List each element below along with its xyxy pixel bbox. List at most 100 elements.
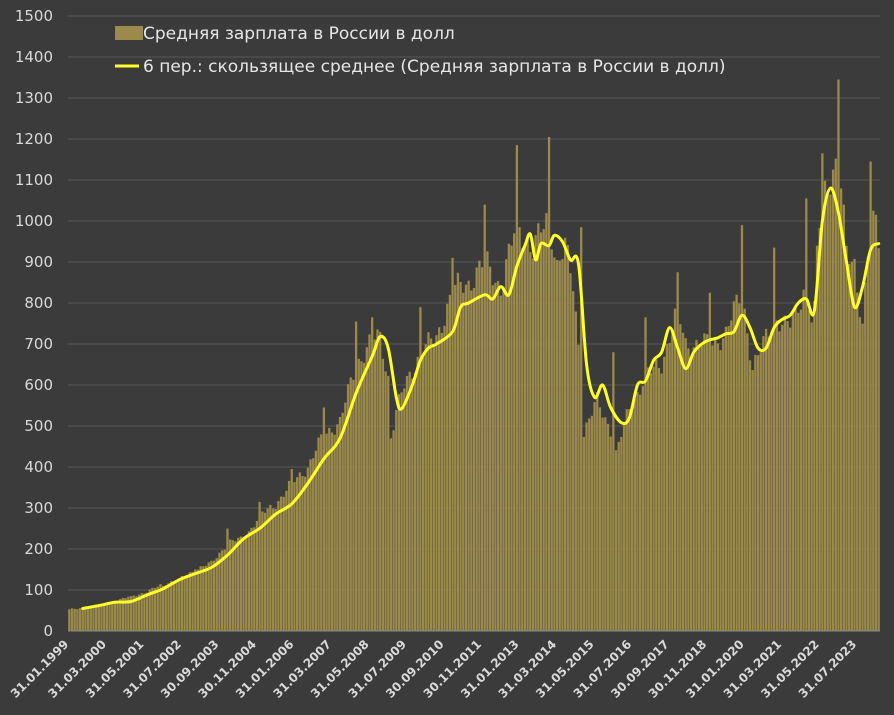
bar bbox=[521, 248, 524, 631]
bar bbox=[505, 259, 508, 631]
bar bbox=[172, 581, 175, 631]
bar bbox=[180, 576, 184, 631]
bar bbox=[601, 417, 604, 631]
bar bbox=[735, 294, 738, 631]
bar bbox=[188, 572, 192, 631]
bar bbox=[537, 223, 540, 631]
bar bbox=[815, 245, 819, 631]
y-tick-label: 400 bbox=[24, 458, 53, 476]
bar bbox=[279, 496, 283, 631]
bar bbox=[746, 333, 749, 631]
bar bbox=[156, 586, 159, 631]
bar bbox=[306, 467, 309, 631]
bar bbox=[111, 602, 114, 631]
legend-label-bars: Средняя зарплата в России в долл bbox=[143, 24, 455, 44]
bar bbox=[539, 232, 543, 631]
bar bbox=[641, 386, 644, 631]
bar bbox=[866, 256, 870, 631]
bar bbox=[161, 585, 165, 631]
bar bbox=[212, 560, 216, 631]
bar bbox=[220, 550, 224, 631]
moving-average-series bbox=[81, 186, 881, 610]
bar bbox=[840, 188, 843, 632]
bar bbox=[247, 531, 251, 631]
bar bbox=[703, 333, 706, 631]
bar bbox=[630, 410, 634, 631]
bar bbox=[826, 194, 829, 631]
bar bbox=[271, 508, 275, 631]
bar bbox=[853, 258, 856, 631]
bar bbox=[456, 272, 460, 631]
bar bbox=[124, 598, 127, 631]
bar bbox=[671, 331, 674, 631]
bar bbox=[531, 258, 535, 631]
bar bbox=[805, 198, 808, 631]
bar bbox=[829, 194, 832, 631]
bar bbox=[322, 407, 326, 631]
bar bbox=[451, 257, 454, 631]
bar bbox=[277, 501, 280, 631]
bar bbox=[649, 373, 653, 631]
bar bbox=[113, 602, 117, 631]
bar bbox=[711, 345, 714, 631]
bar bbox=[145, 592, 149, 631]
bar bbox=[159, 584, 162, 631]
bar bbox=[258, 501, 261, 631]
bar bbox=[215, 558, 218, 631]
bar bbox=[861, 323, 864, 631]
bar bbox=[328, 427, 331, 631]
bar bbox=[708, 292, 711, 631]
bar bbox=[743, 308, 746, 631]
bar bbox=[472, 287, 476, 631]
bar bbox=[515, 145, 519, 631]
bar bbox=[352, 379, 355, 631]
bar bbox=[397, 394, 401, 631]
bar bbox=[791, 312, 795, 631]
y-tick-label: 100 bbox=[24, 581, 53, 599]
bar bbox=[545, 213, 548, 631]
bar bbox=[598, 407, 602, 631]
bar bbox=[419, 307, 422, 631]
bar bbox=[585, 422, 588, 631]
bar bbox=[644, 317, 647, 631]
bar bbox=[483, 204, 486, 631]
bar bbox=[513, 233, 516, 631]
bar bbox=[628, 409, 631, 631]
bar bbox=[100, 604, 103, 631]
bar bbox=[590, 415, 594, 631]
bar bbox=[588, 418, 591, 631]
bar bbox=[553, 257, 556, 631]
bar bbox=[724, 326, 728, 631]
bar bbox=[714, 337, 717, 631]
bar bbox=[153, 588, 157, 631]
bar bbox=[223, 549, 226, 631]
bar bbox=[716, 343, 720, 631]
bar bbox=[620, 436, 623, 631]
bar bbox=[874, 214, 878, 631]
bar bbox=[802, 289, 805, 631]
bar bbox=[609, 436, 612, 631]
bar bbox=[740, 225, 744, 631]
bar bbox=[266, 508, 269, 631]
bar bbox=[775, 320, 778, 631]
bar bbox=[778, 331, 781, 631]
bar bbox=[405, 376, 409, 631]
bar bbox=[440, 332, 443, 631]
bar bbox=[577, 344, 580, 631]
bar bbox=[368, 334, 371, 631]
legend-swatch-bars bbox=[115, 26, 143, 40]
bar bbox=[269, 504, 272, 631]
bar bbox=[789, 327, 792, 631]
bar bbox=[207, 562, 210, 631]
bar bbox=[231, 540, 234, 631]
bar bbox=[494, 282, 497, 631]
bar bbox=[612, 352, 615, 631]
bar bbox=[357, 358, 360, 631]
bar bbox=[261, 511, 264, 631]
bar bbox=[518, 227, 521, 632]
bar bbox=[692, 347, 695, 631]
bar bbox=[561, 259, 564, 631]
bar bbox=[697, 346, 701, 631]
bar bbox=[491, 285, 494, 631]
